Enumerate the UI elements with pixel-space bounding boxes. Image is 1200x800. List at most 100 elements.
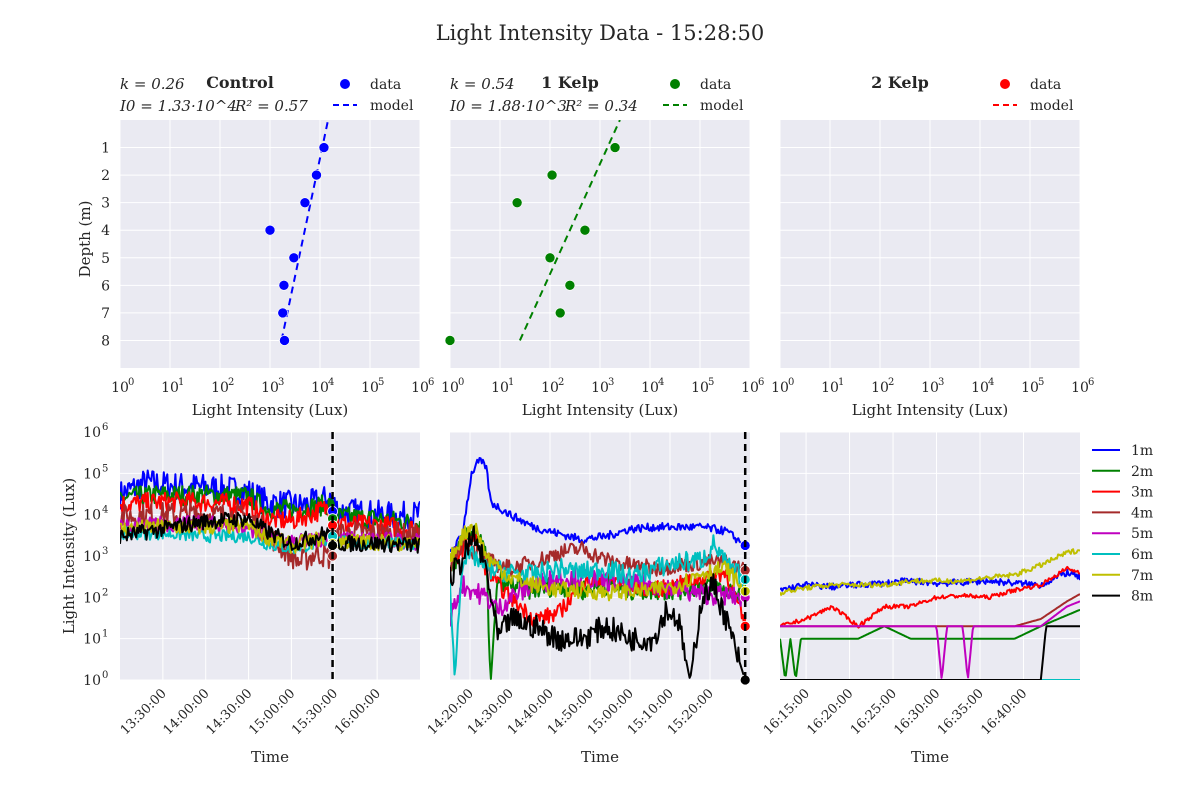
svg-text:10: 10 [871, 380, 889, 396]
data-point [299, 197, 311, 208]
xtick-label: 10 3 [921, 377, 944, 396]
series-line-3m [780, 565, 1080, 629]
ytick-label: 5 [101, 251, 110, 267]
svg-text:2: 2 [102, 587, 108, 598]
series-line-5m [780, 600, 1080, 679]
xtick-label: 15:30:00 [289, 686, 341, 738]
legend-data-label: data [370, 77, 401, 93]
ytick-label: 10 6 [83, 422, 108, 441]
svg-text:10: 10 [1071, 380, 1089, 396]
svg-text:3: 3 [608, 377, 614, 388]
series-line-1m [450, 457, 747, 553]
data-point [511, 197, 523, 208]
svg-text:5: 5 [708, 377, 714, 388]
legend-model-label: model [1030, 98, 1074, 114]
series-line-2m [780, 608, 1080, 677]
i0-value: I0 = 1.33·10^4 [119, 97, 237, 115]
legend-label-2m: 2m [1131, 464, 1153, 480]
xtick-label: 10 3 [261, 377, 284, 396]
data-point [264, 224, 276, 236]
x-axis-label: Time [581, 748, 619, 766]
x-axis-label: Time [911, 748, 949, 766]
x-axis-label: Light Intensity (Lux) [192, 401, 349, 419]
svg-text:1: 1 [838, 377, 844, 388]
svg-text:5: 5 [1038, 377, 1044, 388]
data-point [278, 280, 290, 291]
r2-value: R² = 0.34 [564, 97, 638, 115]
legend-model-label: model [370, 98, 414, 114]
panel-title: 2 Kelp [871, 73, 929, 92]
legend-model-label: model [700, 98, 744, 114]
legend-label-1m: 1m [1131, 443, 1153, 459]
legend-data-marker [1000, 79, 1010, 89]
xtick-label: 14:00:00 [161, 686, 213, 738]
xtick-label: 13:30:00 [118, 686, 170, 738]
svg-text:4: 4 [658, 377, 664, 388]
svg-text:10: 10 [971, 380, 989, 396]
ytick-label: 4 [101, 223, 110, 239]
svg-text:10: 10 [111, 380, 129, 396]
svg-text:10: 10 [261, 380, 279, 396]
svg-text:3: 3 [102, 546, 108, 557]
data-point [546, 169, 558, 181]
series-line-8m [450, 525, 747, 680]
svg-text:10: 10 [691, 380, 709, 396]
svg-text:10: 10 [441, 380, 459, 396]
svg-text:4: 4 [102, 505, 108, 516]
xtick-label: 10 4 [311, 377, 334, 396]
ytick-label: 10 5 [83, 463, 108, 482]
svg-text:10: 10 [83, 425, 101, 441]
svg-text:1: 1 [102, 629, 108, 640]
xtick-label: 10 2 [211, 377, 234, 396]
y-axis-label: Light Intensity (Lux) [60, 478, 78, 635]
svg-text:10: 10 [83, 632, 101, 648]
xtick-label: 16:15:00 [761, 686, 813, 738]
ytick-label: 3 [101, 196, 110, 212]
svg-text:5: 5 [102, 463, 108, 474]
svg-text:6: 6 [758, 377, 764, 388]
xtick-label: 16:40:00 [978, 686, 1030, 738]
svg-text:1: 1 [178, 377, 184, 388]
svg-text:10: 10 [83, 590, 101, 606]
data-point [277, 307, 289, 319]
xtick-label: 16:25:00 [848, 686, 900, 738]
ytick-label: 2 [101, 168, 110, 184]
svg-text:0: 0 [458, 377, 464, 388]
svg-text:10: 10 [211, 380, 229, 396]
svg-text:2: 2 [558, 377, 564, 388]
svg-text:0: 0 [128, 377, 134, 388]
x-axis-label: Light Intensity (Lux) [522, 401, 679, 419]
xtick-label: 15:00:00 [246, 686, 298, 738]
figure-title: Light Intensity Data - 15:28:50 [436, 21, 765, 45]
svg-text:3: 3 [938, 377, 944, 388]
svg-text:10: 10 [821, 380, 839, 396]
legend-label-6m: 6m [1131, 547, 1153, 563]
svg-text:10: 10 [411, 380, 429, 396]
xtick-label: 10 0 [771, 377, 794, 396]
svg-text:4: 4 [328, 377, 334, 388]
series-line-8m [120, 511, 420, 554]
svg-text:10: 10 [1021, 380, 1039, 396]
legend-data-marker [670, 79, 680, 89]
xtick-label: 10 6 [1071, 377, 1094, 396]
svg-text:0: 0 [102, 670, 108, 681]
xtick-label: 10 0 [111, 377, 134, 396]
model-line [280, 120, 330, 341]
data-point [288, 252, 300, 264]
ytick-label: 7 [101, 306, 110, 322]
ytick-label: 8 [101, 333, 110, 349]
ytick-label: 6 [101, 278, 110, 294]
model-line [518, 120, 621, 341]
xtick-label: 10 1 [491, 377, 514, 396]
xtick-label: 16:35:00 [935, 686, 987, 738]
legend-label-7m: 7m [1131, 568, 1153, 584]
xtick-label: 16:00:00 [332, 686, 384, 738]
legend-data-label: data [700, 77, 731, 93]
ytick-label: 10 1 [83, 629, 108, 648]
series-line-2m [120, 484, 420, 534]
svg-text:10: 10 [161, 380, 179, 396]
